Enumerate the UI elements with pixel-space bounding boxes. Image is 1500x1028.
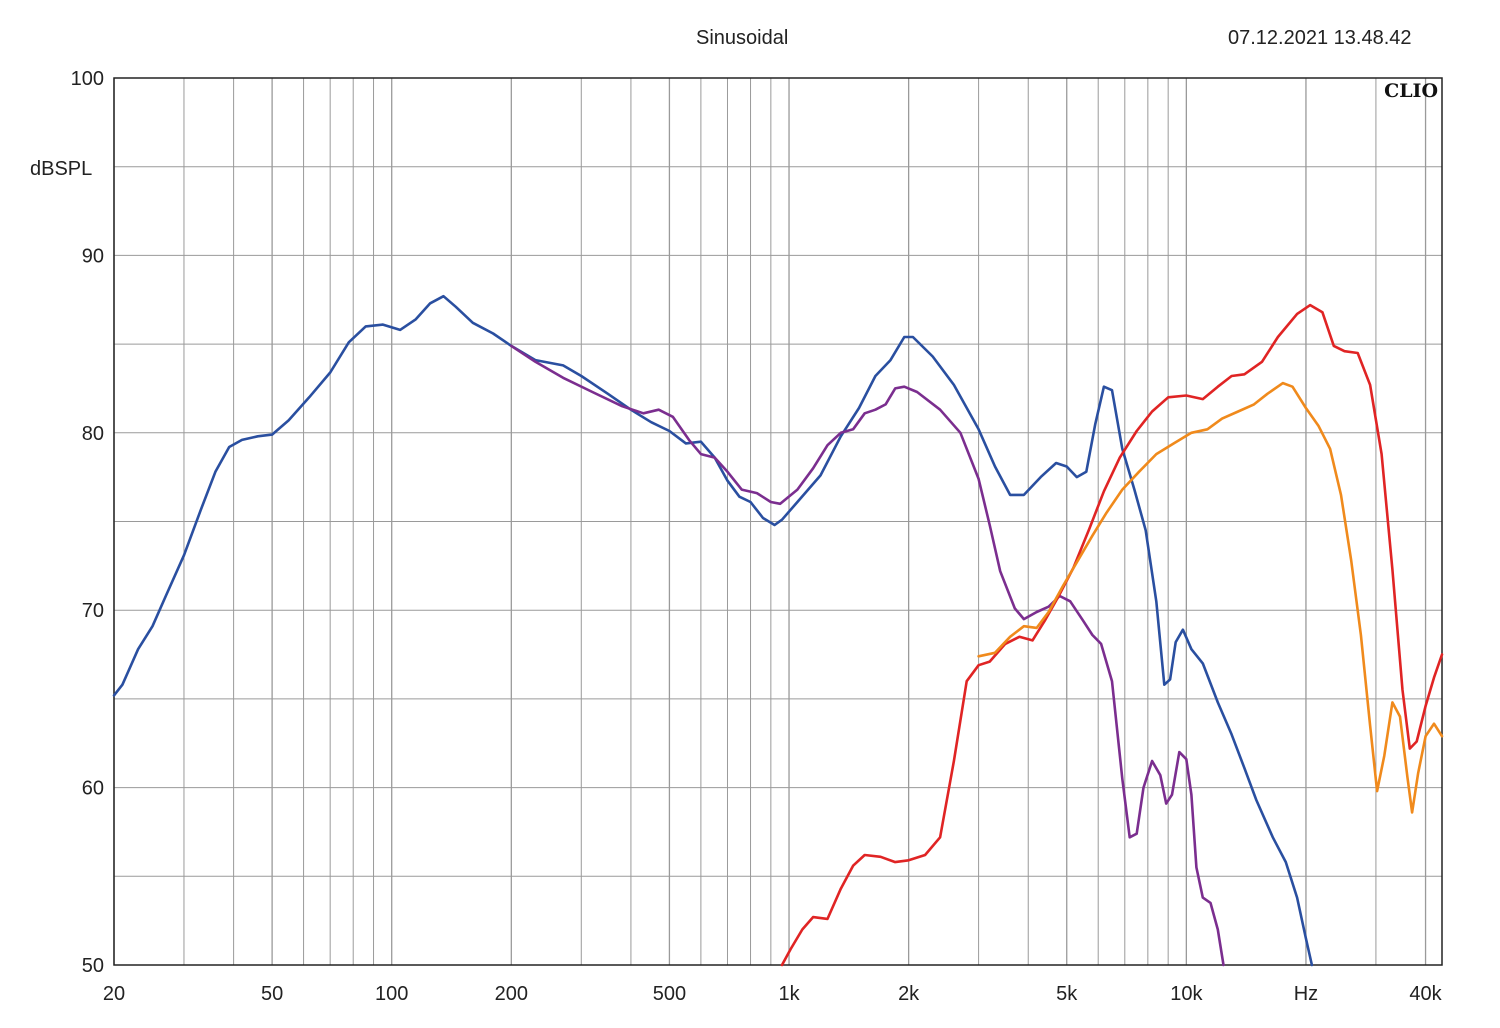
clio-brand-logo: CLIO	[1384, 80, 1438, 102]
x-tick-label: 1k	[778, 983, 800, 1005]
y-tick-label: 90	[82, 245, 104, 267]
x-tick-label: 500	[653, 983, 686, 1005]
y-tick-label: 60	[82, 778, 104, 800]
x-tick-label: 200	[495, 983, 528, 1005]
plot-frame	[113, 77, 1443, 966]
series-line-2	[510, 344, 1225, 967]
series-line-4	[977, 381, 1444, 814]
x-tick-label: 5k	[1056, 983, 1078, 1005]
y-tick-label: 50	[82, 955, 104, 977]
x-tick-label: 10k	[1170, 983, 1203, 1005]
y-tick-label: 80	[82, 423, 104, 445]
x-tick-label: 50	[261, 983, 283, 1005]
series-line-1	[112, 294, 1314, 967]
x-tick-label: 20	[103, 983, 125, 1005]
chart-title: Sinusoidal	[696, 27, 789, 49]
x-tick-label: 40k	[1409, 983, 1442, 1005]
y-tick-label: 100	[71, 68, 104, 90]
x-tick-label: Hz	[1294, 983, 1318, 1005]
timestamp: 07.12.2021 13.48.42	[1228, 27, 1412, 49]
x-axis-ticks: 20 50 100 200 500 1k 2k 5k 10k Hz 40k	[103, 983, 1443, 1005]
series-group	[112, 294, 1444, 967]
series-line-3	[780, 303, 1444, 967]
y-axis-label: dBSPL	[30, 158, 92, 180]
y-axis-ticks: 100 90 80 70 60 50	[71, 68, 104, 977]
y-tick-label: 70	[82, 600, 104, 622]
x-tick-label: 2k	[898, 983, 920, 1005]
x-tick-label: 100	[375, 983, 408, 1005]
